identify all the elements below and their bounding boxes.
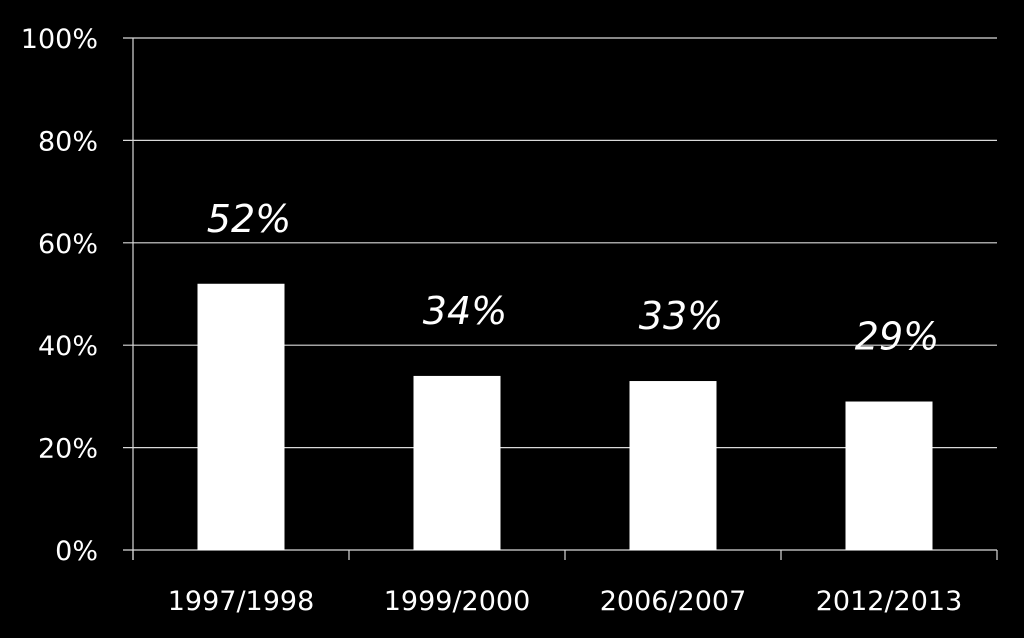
y-tick-label: 80% [38, 126, 98, 157]
x-tick-label: 2012/2013 [816, 586, 963, 617]
y-tick-label: 20% [38, 434, 98, 465]
y-tick-label: 40% [38, 331, 98, 362]
y-tick-label: 60% [38, 229, 98, 260]
x-tick-label: 1997/1998 [168, 586, 315, 617]
bar [197, 283, 285, 550]
x-tick-label: 1999/2000 [384, 586, 531, 617]
bar [413, 375, 501, 550]
data-label: 33% [639, 294, 723, 338]
y-tick-label: 0% [55, 536, 98, 567]
data-label: 29% [855, 315, 939, 359]
y-tick-label: 100% [21, 24, 98, 55]
x-tick-label: 2006/2007 [600, 586, 747, 617]
data-label: 52% [207, 197, 291, 241]
data-label: 34% [423, 289, 507, 333]
bar [629, 381, 717, 550]
bar [845, 401, 933, 550]
